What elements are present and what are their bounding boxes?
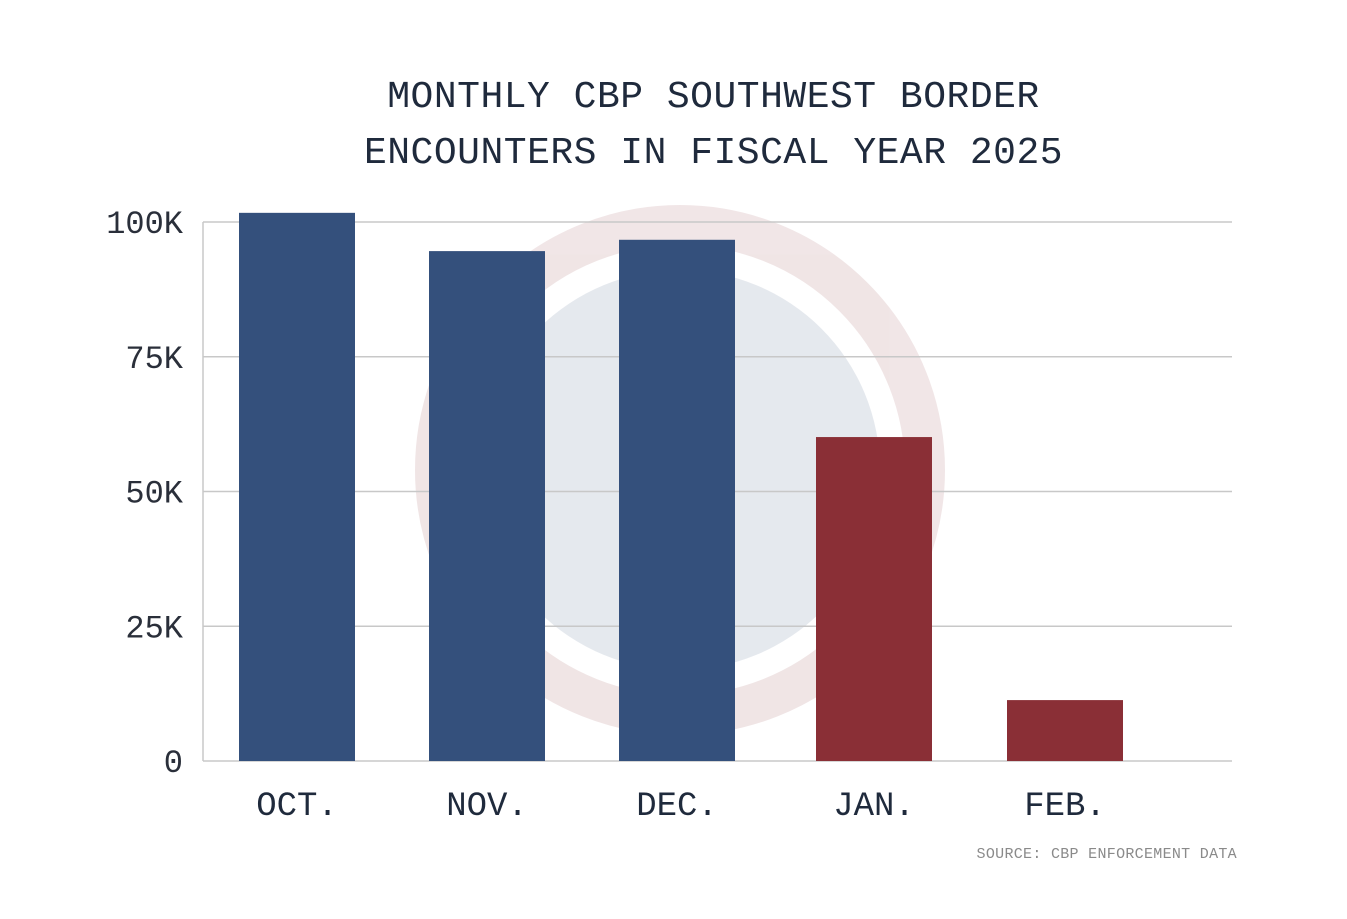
chart-title: MONTHLY CBP SOUTHWEST BORDER ENCOUNTERS …	[0, 70, 1347, 182]
y-tick-label: 25K	[125, 610, 183, 647]
x-category-label: JAN.	[833, 788, 915, 826]
bar-feb	[1007, 700, 1123, 761]
x-category-label: DEC.	[636, 788, 718, 826]
source-note: SOURCE: CBP ENFORCEMENT DATA	[976, 846, 1237, 863]
y-tick-label: 0	[164, 745, 183, 782]
y-tick-label: 50K	[125, 476, 183, 513]
bar-oct	[239, 212, 355, 761]
x-category-label: OCT.	[256, 788, 338, 826]
chart-title-line-2: ENCOUNTERS IN FISCAL YEAR 2025	[363, 132, 1064, 175]
x-category-label: FEB.	[1024, 788, 1106, 826]
y-tick-label: 100K	[106, 206, 184, 243]
bar-nov	[429, 251, 545, 761]
bar-dec	[619, 239, 735, 762]
x-category-label: NOV.	[446, 788, 528, 826]
chart-title-line-1: MONTHLY CBP SOUTHWEST BORDER	[387, 76, 1040, 119]
y-tick-label: 75K	[125, 341, 183, 378]
bar-jan	[816, 437, 932, 761]
